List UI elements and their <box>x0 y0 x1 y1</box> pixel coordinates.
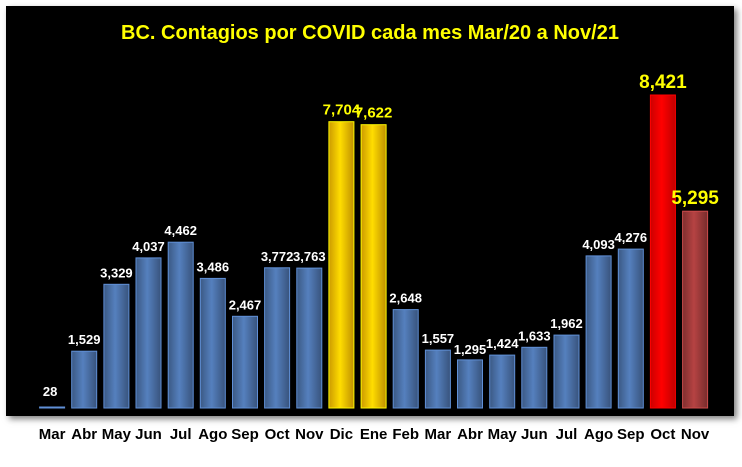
data-label-8: 3,763 <box>293 249 326 264</box>
data-label-1: 1,529 <box>68 332 101 347</box>
bar-nov-20 <box>682 210 709 409</box>
data-label-20: 5,295 <box>671 188 719 209</box>
bar-sep-18 <box>617 248 644 409</box>
data-label-12: 1,557 <box>422 331 455 346</box>
data-label-17: 4,093 <box>582 237 615 252</box>
x-tick-label-8: Nov <box>295 426 324 443</box>
data-label-9: 7,704 <box>323 102 361 119</box>
x-tick-label-17: Ago <box>584 426 613 443</box>
data-label-7: 3,772 <box>261 249 294 264</box>
bar-oct-7 <box>264 267 291 409</box>
data-label-18: 4,276 <box>615 230 648 245</box>
data-label-14: 1,424 <box>486 336 519 351</box>
x-tick-label-12: Mar <box>425 426 452 443</box>
x-tick-label-18: Sep <box>617 426 645 443</box>
data-label-19: 8,421 <box>639 72 687 93</box>
bar-may-2 <box>103 283 130 409</box>
bar-abr-1 <box>71 350 98 409</box>
chart-title: BC. Contagios por COVID cada mes Mar/20 … <box>121 22 619 44</box>
x-tick-label-10: Ene <box>360 426 388 443</box>
bar-feb-11 <box>392 309 419 409</box>
data-label-6: 2,467 <box>229 297 262 312</box>
data-label-15: 1,633 <box>518 328 551 343</box>
bar-jun-15 <box>521 346 548 409</box>
data-label-4: 4,462 <box>164 223 197 238</box>
bar-sep-6 <box>232 315 258 409</box>
bar-nov-8 <box>296 267 323 409</box>
x-tick-label-3: Jun <box>135 426 162 443</box>
x-tick-label-1: Abr <box>71 426 97 443</box>
bar-mar-0 <box>39 406 66 409</box>
data-label-11: 2,648 <box>389 291 422 306</box>
bar-jun-3 <box>135 257 162 409</box>
data-label-3: 4,037 <box>132 239 165 254</box>
bar-may-14 <box>489 354 516 409</box>
x-tick-label-16: Jul <box>556 426 578 443</box>
data-label-10: 7,622 <box>355 105 393 122</box>
bar-ago-5 <box>199 277 226 409</box>
data-label-5: 3,486 <box>197 259 230 274</box>
x-tick-label-5: Ago <box>198 426 227 443</box>
x-tick-label-19: Oct <box>650 426 675 443</box>
bar-mar-12 <box>424 349 451 409</box>
data-label-2: 3,329 <box>100 265 133 280</box>
bar-jul-4 <box>167 241 194 409</box>
x-tick-label-14: May <box>488 426 518 443</box>
x-tick-label-15: Jun <box>521 426 548 443</box>
bar-ene-10 <box>360 124 387 409</box>
x-tick-label-4: Jul <box>170 426 192 443</box>
bar-jul-16 <box>553 334 580 409</box>
data-label-16: 1,962 <box>550 316 583 331</box>
x-tick-label-13: Abr <box>457 426 483 443</box>
bar-dic-9 <box>328 121 355 409</box>
x-tick-label-11: Feb <box>392 426 419 443</box>
x-tick-label-9: Dic <box>330 426 353 443</box>
x-tick-label-7: Oct <box>265 426 290 443</box>
x-tick-label-0: Mar <box>39 426 66 443</box>
x-tick-label-2: May <box>102 426 132 443</box>
x-tick-label-6: Sep <box>231 426 259 443</box>
bar-abr-13 <box>457 359 483 409</box>
bar-oct-19 <box>649 94 676 409</box>
bar-ago-17 <box>585 255 612 409</box>
x-tick-label-20: Nov <box>681 426 710 443</box>
data-label-13: 1,295 <box>454 342 487 357</box>
data-label-0: 28 <box>43 384 57 399</box>
